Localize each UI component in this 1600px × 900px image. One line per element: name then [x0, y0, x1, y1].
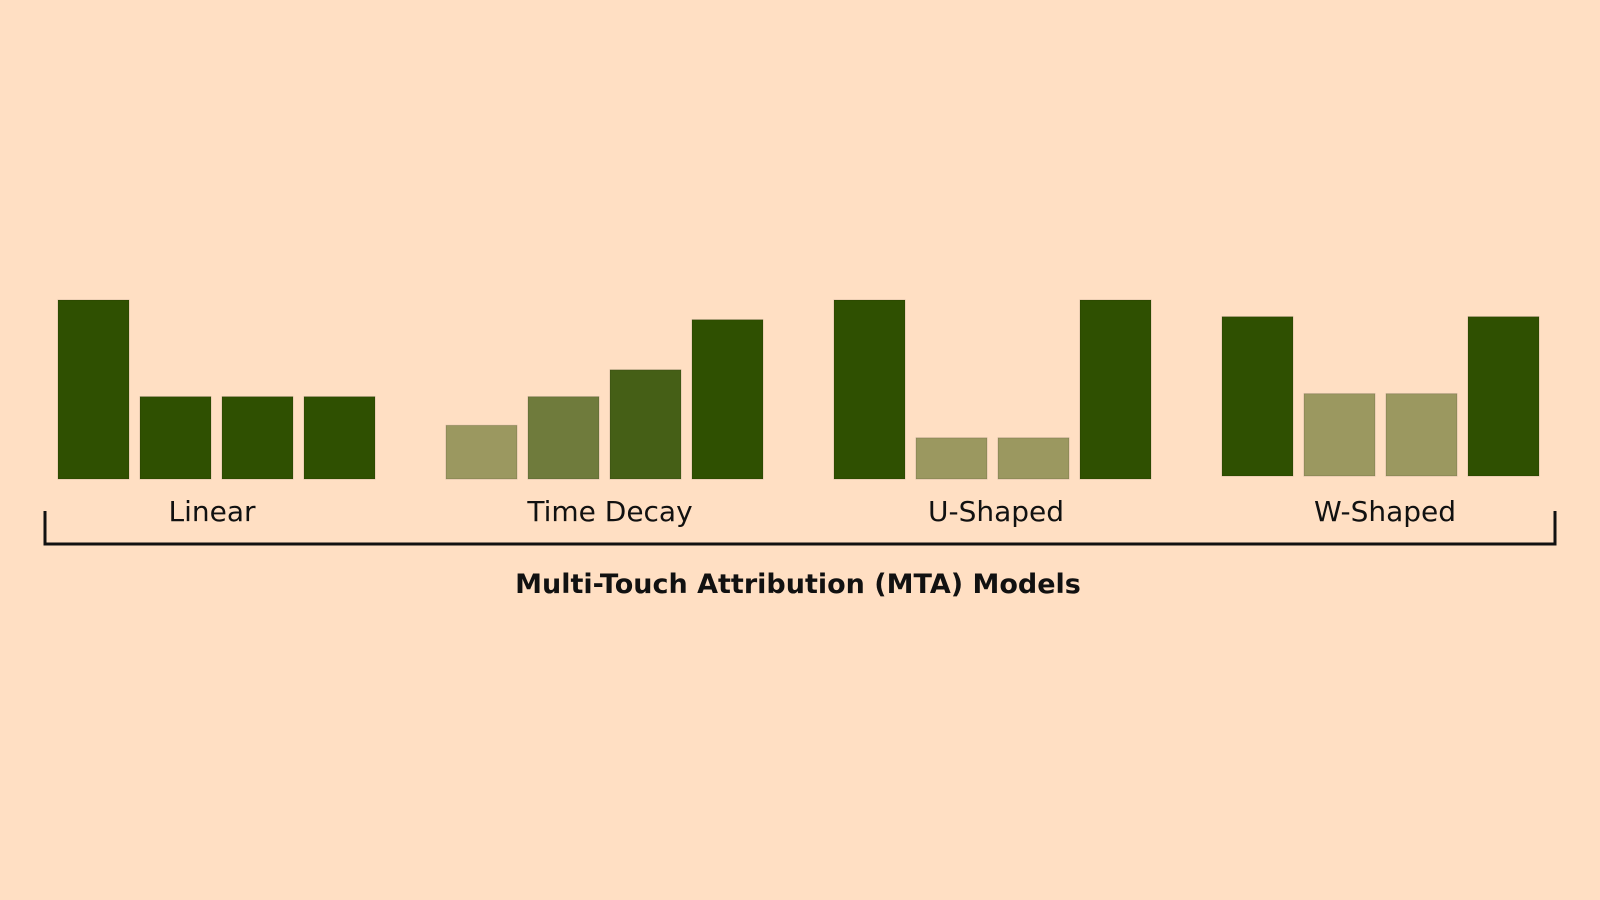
diagram-title: Multi-Touch Attribution (MTA) Models — [515, 569, 1081, 600]
bar-w-shaped-4 — [1467, 316, 1540, 477]
bar-u-shaped-2 — [915, 437, 988, 480]
bar-u-shaped-4 — [1079, 299, 1152, 480]
bar-w-shaped-3 — [1385, 393, 1458, 477]
bar-u-shaped-1 — [833, 299, 906, 480]
bar-time-decay-4 — [691, 319, 764, 480]
bar-w-shaped-1 — [1221, 316, 1294, 477]
model-label-u-shaped: U-Shaped — [928, 495, 1064, 528]
bar-group-time-decay — [445, 319, 764, 480]
model-label-w-shaped: W-Shaped — [1314, 495, 1456, 528]
bar-linear-4 — [303, 396, 376, 480]
bar-group-u-shaped — [833, 299, 1152, 480]
bars-layer — [57, 299, 1540, 480]
model-label-linear: Linear — [168, 495, 256, 528]
bar-linear-2 — [139, 396, 212, 480]
bar-group-linear — [57, 299, 376, 480]
bar-group-w-shaped — [1221, 316, 1540, 477]
bar-linear-1 — [57, 299, 130, 480]
bar-time-decay-1 — [445, 424, 518, 480]
bar-u-shaped-3 — [997, 437, 1070, 480]
bar-w-shaped-2 — [1303, 393, 1376, 477]
group-bracket — [43, 511, 1557, 546]
bar-linear-3 — [221, 396, 294, 480]
model-label-time-decay: Time Decay — [526, 495, 692, 528]
bar-time-decay-2 — [527, 396, 600, 480]
bar-time-decay-3 — [609, 369, 682, 480]
